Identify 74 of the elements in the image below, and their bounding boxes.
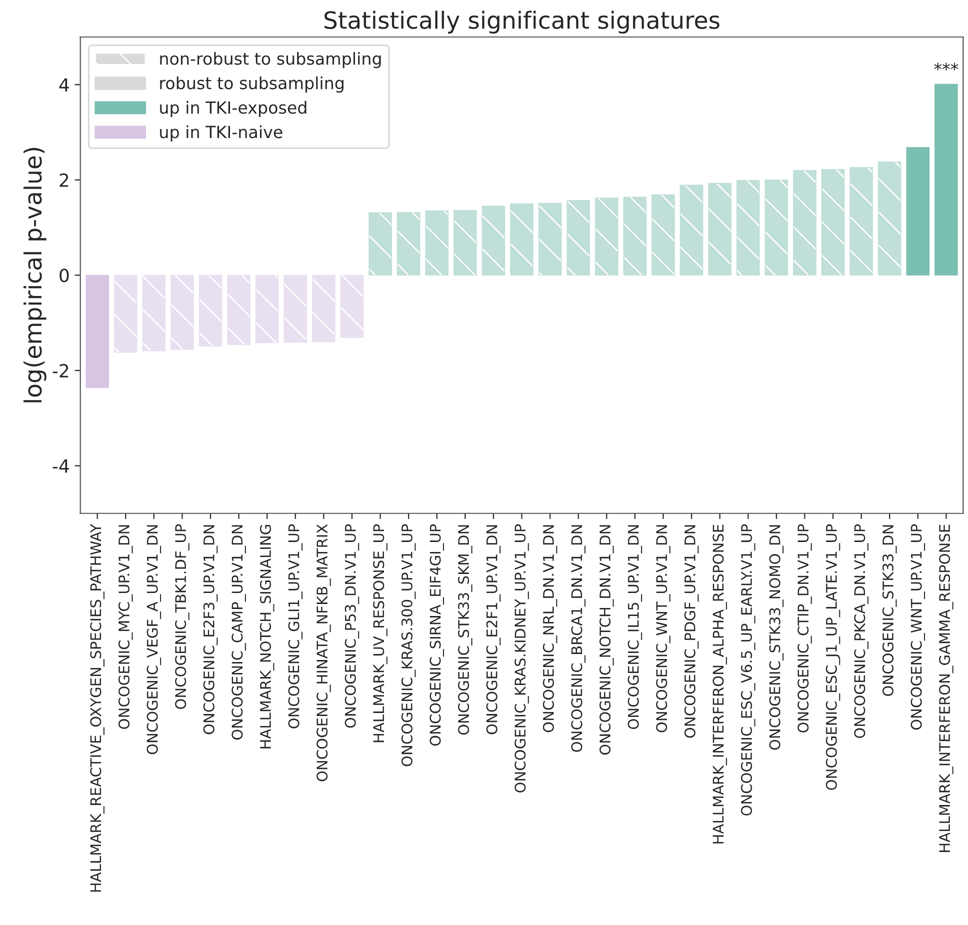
bar (538, 202, 562, 276)
bar (86, 274, 109, 388)
y-axis-title: log(empirical p-value) (24, 148, 46, 402)
annotation: robust to subsampling (160, 76, 344, 93)
bar (736, 180, 760, 276)
y-tick-label: -2 (52, 364, 68, 378)
bar (594, 198, 618, 276)
bar (934, 84, 958, 276)
x-tick-label: ONCOGENIC_CAMP_UP.V1_DN (232, 525, 246, 740)
x-tick-label: ONCOGENIC_HINATA_NFKB_MATRIX (316, 524, 331, 782)
x-tick-label: HALLMARK_REACTIVE_OXYGEN_SPECIES_PATHWAY (90, 524, 104, 892)
x-tick-label: HALLMARK_INTERFERON_GAMMA_RESPONSE (939, 524, 954, 852)
bar (142, 274, 166, 352)
x-tick-label: ONCOGENIC_GLI1_UP.V1_UP (288, 524, 303, 728)
x-tick-label: ONCOGENIC_E2F3_UP.V1_DN (203, 525, 218, 734)
chart-title: Statistically significant signatures (324, 10, 720, 34)
bar (453, 210, 477, 276)
x-tick-label: ONCOGENIC_PKCA_DN.V1_UP (854, 524, 868, 738)
x-tick-label: ONCOGENIC_VEGF_A_UP.V1_DN (146, 525, 162, 754)
bar (850, 167, 873, 276)
x-tick-label: ONCOGENIC_P53_DN.V1_UP (344, 524, 360, 728)
y-tick-label: 4 (59, 78, 69, 92)
x-tick-label: ONCOGENIC_PDGF_UP.V1_DN (684, 525, 699, 738)
bar (652, 194, 675, 276)
annotation: non-robust to subsampling (160, 52, 381, 68)
bar (878, 161, 902, 276)
legend-label: up in TKI-exposed (160, 100, 306, 118)
x-tick-label: ONCOGENIC_STK33_SKM_DN (458, 525, 472, 735)
bar (284, 274, 308, 343)
bar (708, 182, 732, 276)
bar (906, 147, 930, 276)
bar (482, 206, 506, 276)
bar (425, 210, 449, 276)
bar (510, 203, 534, 276)
bar (764, 180, 788, 276)
x-tick-label: ONCOGENIC_STK33_NOMO_DN (769, 525, 784, 750)
x-tick-label: ONCOGENIC_NOTCH_DN.V1_DN (600, 525, 614, 755)
annotation: *** (934, 62, 958, 70)
x-tick-label: ONCOGENIC_ESC_J1_UP_LATE.V1_UP (826, 524, 840, 790)
x-tick-label: HALLMARK_NOTCH_SIGNALING (260, 525, 274, 748)
x-tick-label: ONCOGENIC_KRAS.KIDNEY_UP.V1_UP (514, 524, 529, 792)
x-tick-label: HALLMARK_INTERFERON_ALPHA_RESPONSE (712, 524, 727, 844)
bar (623, 196, 647, 276)
bar (396, 212, 420, 276)
legend-label: up in TKI-naive (160, 125, 282, 142)
bar (566, 200, 590, 276)
x-tick-label: HALLMARK_UV_RESPONSE_UP (373, 524, 388, 742)
bar (255, 274, 279, 344)
x-tick-label: ONCOGENIC_CTIP_DN.V1_UP (798, 524, 812, 732)
x-tick-label: ONCOGENIC_WNT_UP.V1_UP (910, 524, 926, 730)
bar (170, 274, 194, 350)
x-tick-label: ONCOGENIC_KRAS.300_UP.V1_UP (401, 524, 416, 766)
x-tick-label: ONCOGENIC_SIRNA_EIF4GI_UP (430, 524, 444, 746)
bar (227, 274, 250, 346)
bar (680, 184, 704, 276)
y-tick-label: -4 (52, 459, 69, 473)
bar (368, 212, 392, 276)
x-tick-label: ONCOGENIC_IL15_UP.V1_DN (628, 525, 642, 730)
x-tick-label: ONCOGENIC_E2F1_UP.V1_DN (486, 525, 501, 734)
x-tick-label: ONCOGENIC_ESC_V6.5_UP_EARLY.V1_UP (740, 524, 756, 816)
x-tick-label: ONCOGENIC_WNT_UP.V1_DN (656, 525, 670, 732)
x-tick-label: ONCOGENIC_NRL_DN.V1_DN (542, 525, 558, 732)
x-tick-label: ONCOGENIC_BRCA1_DN.V1_DN (571, 525, 586, 752)
bar (114, 274, 138, 353)
x-tick-label: ONCOGENIC_MYC_UP.V1_DN (118, 525, 133, 729)
y-tick-label: 2 (60, 173, 68, 187)
bar (312, 274, 336, 342)
y-tick-label: 0 (60, 268, 69, 282)
bar (198, 274, 222, 347)
x-tick-label: ONCOGENIC_STK33_DN (882, 525, 897, 696)
x-tick-label: ONCOGENIC_TBK1.DF_UP (175, 524, 190, 709)
bar (821, 169, 845, 276)
bar (793, 170, 816, 276)
bar (340, 274, 364, 338)
